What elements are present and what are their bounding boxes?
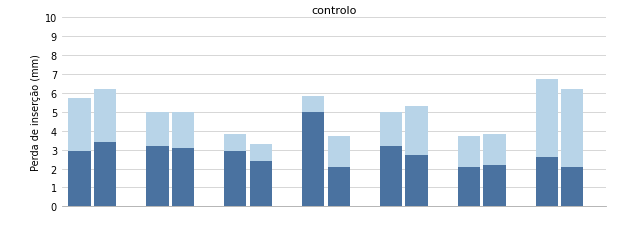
Bar (146, 112, 169, 146)
Bar (458, 167, 480, 207)
Bar (94, 142, 116, 207)
Bar (405, 155, 428, 207)
Bar (69, 152, 91, 207)
Bar (94, 89, 116, 142)
Bar (172, 112, 194, 148)
Bar (483, 165, 506, 207)
Bar (380, 112, 402, 146)
Bar (172, 148, 194, 207)
Bar (483, 135, 506, 165)
Bar (561, 167, 583, 207)
Bar (250, 161, 272, 207)
Bar (302, 112, 324, 207)
Bar (561, 89, 583, 167)
Bar (69, 99, 91, 152)
Bar (328, 167, 350, 207)
Bar (250, 144, 272, 161)
Bar (536, 158, 558, 207)
Bar (224, 152, 247, 207)
Y-axis label: Perda de inserção (mm): Perda de inserção (mm) (30, 54, 41, 170)
Bar (224, 135, 247, 152)
Bar (380, 146, 402, 207)
Bar (536, 80, 558, 158)
Title: controlo: controlo (311, 6, 357, 15)
Bar (146, 146, 169, 207)
Bar (458, 137, 480, 167)
Bar (405, 106, 428, 155)
Bar (302, 97, 324, 112)
Bar (328, 137, 350, 167)
